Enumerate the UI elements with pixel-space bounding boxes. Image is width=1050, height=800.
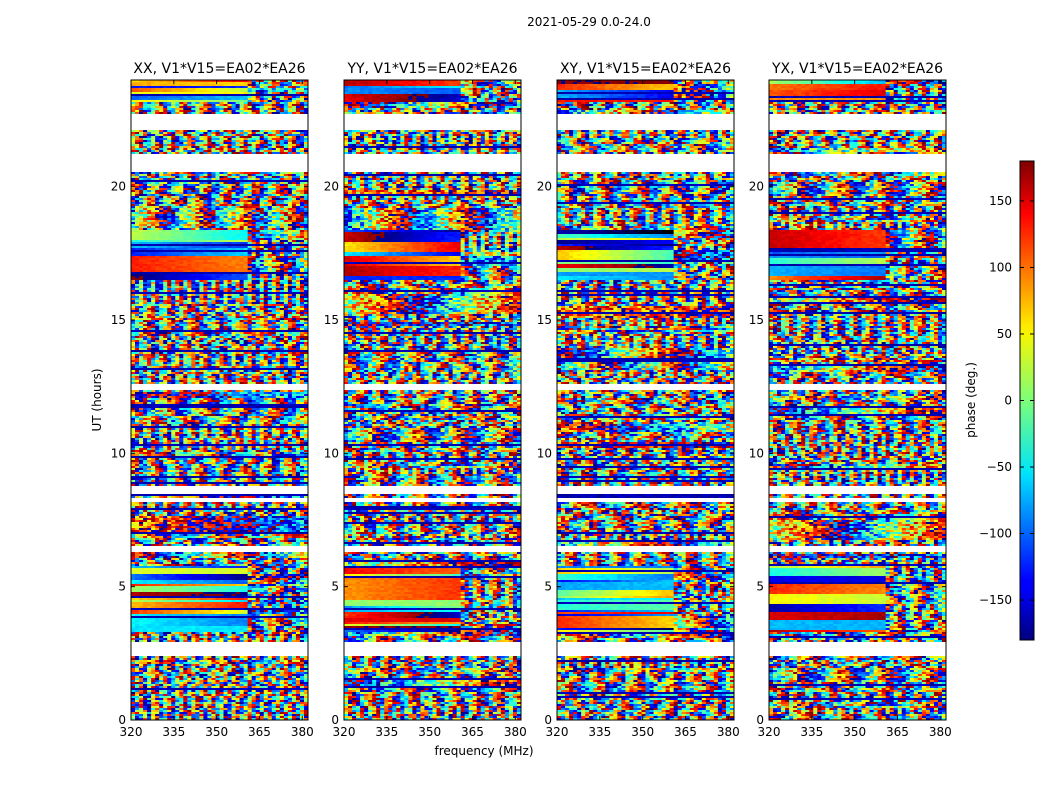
- x-tick-label: 320: [333, 725, 356, 739]
- colorbar: −150 −100 −50 0 50 100 150 phase (deg.): [964, 160, 1035, 641]
- y-tick-label: 5: [756, 580, 764, 594]
- colorbar-ticks: −150 −100 −50 0 50 100 150: [979, 194, 1034, 607]
- figure-suptitle: 2021-05-29 0.0-24.0: [527, 15, 651, 29]
- colorbar-label: phase (deg.): [964, 362, 978, 438]
- phase-heatmap: [557, 80, 734, 720]
- x-tick-label: 335: [162, 725, 185, 739]
- x-tick-label: 320: [546, 725, 569, 739]
- colorbar-tick-label: 150: [989, 194, 1012, 208]
- x-tick-label: 320: [758, 725, 781, 739]
- panel-3: XY, V1*V15=EA02*EA26 320 335 350 365 380 0 5 10 1…: [537, 61, 740, 739]
- axes-frame: [768, 79, 947, 721]
- x-tick-label: 350: [631, 725, 654, 739]
- y-tick-label: 0: [118, 713, 126, 727]
- x-tick-label: 320: [120, 725, 143, 739]
- colorbar-tick-label: −50: [987, 460, 1012, 474]
- x-tick-label: 380: [929, 725, 952, 739]
- y-tick-label: 20: [749, 180, 764, 194]
- y-tick-label: 20: [537, 180, 552, 194]
- phase-heatmap: [344, 80, 521, 720]
- panel-title: XY, V1*V15=EA02*EA26: [560, 61, 731, 77]
- panel-1: XX, V1*V15=EA02*EA26 320 335 350 365 380 0 5 10 1…: [111, 61, 314, 739]
- panel-4: YX, V1*V15=EA02*EA26 320 335 350 365 380 0 5 10 1…: [749, 61, 952, 739]
- y-tick-label: 10: [749, 446, 764, 460]
- x-tick-label: 380: [291, 725, 314, 739]
- y-axis-label: UT (hours): [90, 368, 104, 431]
- panel-title: YX, V1*V15=EA02*EA26: [771, 61, 943, 77]
- panel-title: YY, V1*V15=EA02*EA26: [346, 61, 517, 77]
- y-tick-label: 0: [756, 713, 764, 727]
- y-tick-label: 15: [537, 313, 552, 327]
- x-tick-label: 365: [886, 725, 909, 739]
- x-tick-label: 365: [461, 725, 484, 739]
- y-tick-label: 15: [324, 313, 339, 327]
- y-tick-label: 15: [111, 313, 126, 327]
- y-tick-label: 5: [544, 580, 552, 594]
- colorbar-tick-label: 50: [997, 327, 1012, 341]
- x-tick-label: 380: [717, 725, 740, 739]
- x-tick-label: 365: [248, 725, 271, 739]
- y-tick-label: 10: [111, 446, 126, 460]
- x-tick-label: 350: [418, 725, 441, 739]
- colorbar-tick-label: 0: [1004, 394, 1012, 408]
- y-tick-label: 20: [324, 180, 339, 194]
- y-tick-label: 10: [324, 446, 339, 460]
- colorbar-tick-label: −100: [979, 527, 1012, 541]
- y-tick-label: 15: [749, 313, 764, 327]
- x-tick-label: 380: [504, 725, 527, 739]
- y-tick-label: 0: [331, 713, 339, 727]
- x-tick-label: 365: [674, 725, 697, 739]
- y-tick-label: 0: [544, 713, 552, 727]
- y-tick-label: 5: [118, 580, 126, 594]
- axes-frame: [556, 79, 735, 721]
- colorbar-tick-label: −150: [979, 593, 1012, 607]
- phase-heatmap: [131, 80, 308, 720]
- y-tick-label: 5: [331, 580, 339, 594]
- x-tick-label: 335: [375, 725, 398, 739]
- x-tick-label: 350: [843, 725, 866, 739]
- x-tick-label: 335: [800, 725, 823, 739]
- panels: XX, V1*V15=EA02*EA26 320 335 350 365 380 0 5 10 1…: [111, 61, 952, 739]
- colorbar-tick-label: 100: [989, 260, 1012, 274]
- x-axis-label: frequency (MHz): [434, 744, 533, 758]
- phase-heatmap: [769, 80, 946, 720]
- panel-title: XX, V1*V15=EA02*EA26: [133, 61, 305, 77]
- x-tick-label: 335: [588, 725, 611, 739]
- axes-frame: [343, 79, 522, 721]
- x-tick-label: 350: [205, 725, 228, 739]
- y-tick-label: 20: [111, 180, 126, 194]
- axes-frame: [130, 79, 309, 721]
- y-tick-label: 10: [537, 446, 552, 460]
- panel-2: YY, V1*V15=EA02*EA26 320 335 350 365 380 0 5 10 1…: [324, 61, 527, 739]
